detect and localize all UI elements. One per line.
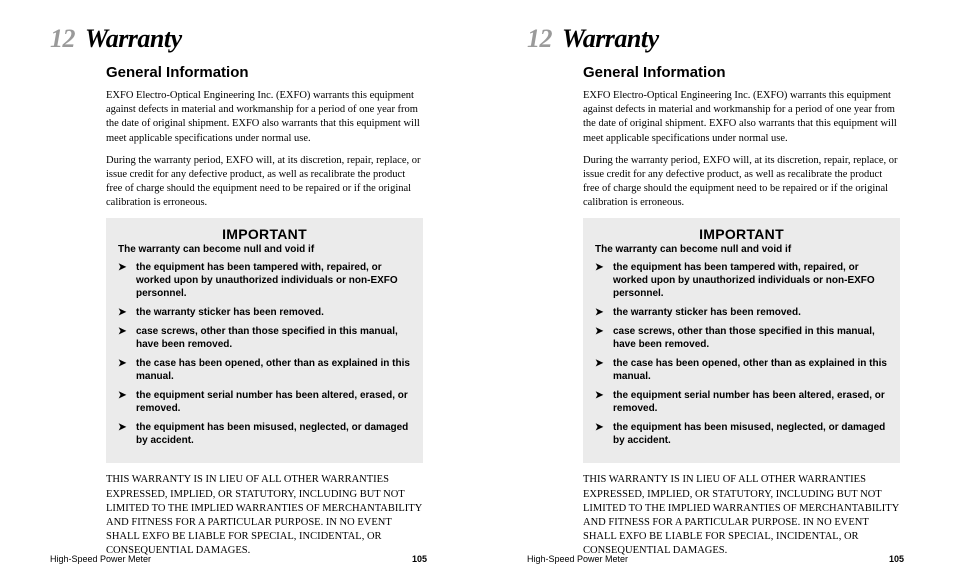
footer-page-number: 105 <box>412 554 427 564</box>
chapter-title: Warranty <box>562 24 659 54</box>
important-lead: The warranty can become null and void if <box>595 244 888 255</box>
list-item: the case has been opened, other than as … <box>595 357 888 383</box>
list-item: the equipment serial number has been alt… <box>595 389 888 415</box>
disclaimer: THIS WARRANTY IS IN LIEU OF ALL OTHER WA… <box>583 473 900 558</box>
paragraph-2: During the warranty period, EXFO will, a… <box>583 154 900 211</box>
important-title: IMPORTANT <box>595 226 888 242</box>
list-item: the equipment serial number has been alt… <box>118 389 411 415</box>
list-item: the warranty sticker has been removed. <box>118 306 411 319</box>
important-list: the equipment has been tampered with, re… <box>595 261 888 447</box>
important-box: IMPORTANT The warranty can become null a… <box>106 218 423 463</box>
footer-doc-title: High-Speed Power Meter <box>527 554 628 564</box>
list-item: the case has been opened, other than as … <box>118 357 411 383</box>
chapter-header: 12 Warranty <box>527 24 904 54</box>
page-left: 12 Warranty General Information EXFO Ele… <box>0 0 477 580</box>
footer-doc-title: High-Speed Power Meter <box>50 554 151 564</box>
list-item: the equipment has been tampered with, re… <box>118 261 411 300</box>
chapter-number: 12 <box>50 24 75 54</box>
important-list: the equipment has been tampered with, re… <box>118 261 411 447</box>
important-lead: The warranty can become null and void if <box>118 244 411 255</box>
page-footer: High-Speed Power Meter 105 <box>50 554 427 564</box>
footer-page-number: 105 <box>889 554 904 564</box>
list-item: case screws, other than those specified … <box>118 325 411 351</box>
page-footer: High-Speed Power Meter 105 <box>527 554 904 564</box>
list-item: the warranty sticker has been removed. <box>595 306 888 319</box>
paragraph-2: During the warranty period, EXFO will, a… <box>106 154 423 211</box>
disclaimer: THIS WARRANTY IS IN LIEU OF ALL OTHER WA… <box>106 473 423 558</box>
important-title: IMPORTANT <box>118 226 411 242</box>
list-item: the equipment has been tampered with, re… <box>595 261 888 300</box>
list-item: case screws, other than those specified … <box>595 325 888 351</box>
page-right: 12 Warranty General Information EXFO Ele… <box>477 0 954 580</box>
paragraph-1: EXFO Electro-Optical Engineering Inc. (E… <box>583 89 900 146</box>
chapter-header: 12 Warranty <box>50 24 427 54</box>
list-item: the equipment has been misused, neglecte… <box>118 421 411 447</box>
paragraph-1: EXFO Electro-Optical Engineering Inc. (E… <box>106 89 423 146</box>
section-heading: General Information <box>106 64 427 81</box>
chapter-title: Warranty <box>85 24 182 54</box>
list-item: the equipment has been misused, neglecte… <box>595 421 888 447</box>
important-box: IMPORTANT The warranty can become null a… <box>583 218 900 463</box>
section-heading: General Information <box>583 64 904 81</box>
chapter-number: 12 <box>527 24 552 54</box>
